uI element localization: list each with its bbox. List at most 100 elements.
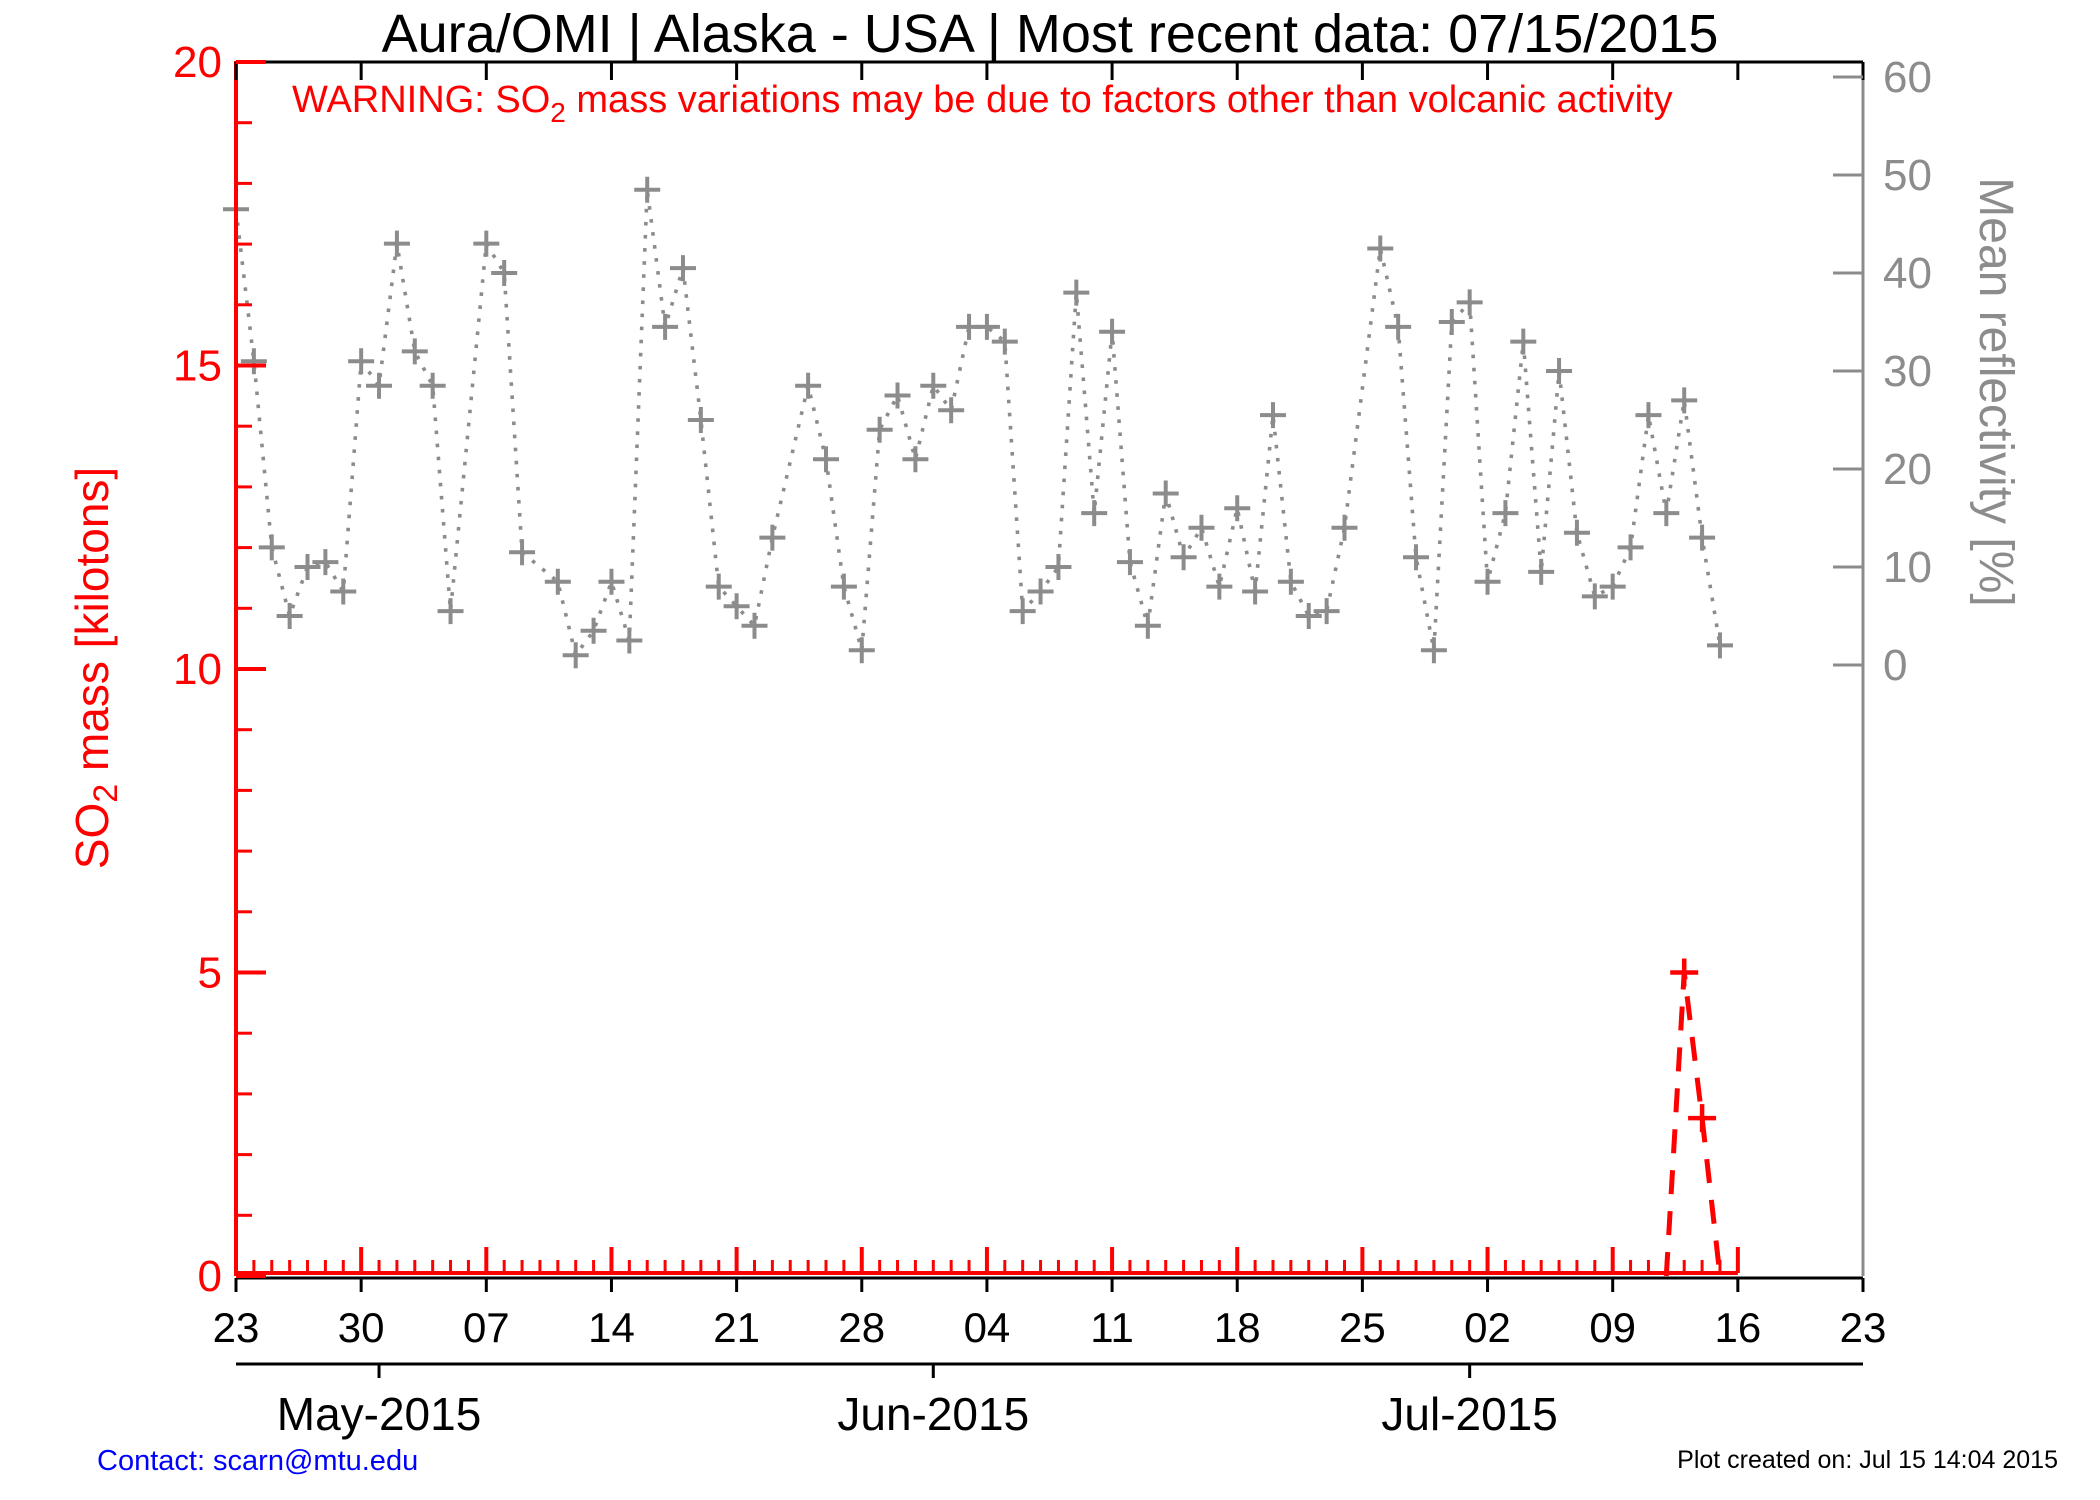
mean-reflectivity-marker: [920, 372, 947, 399]
mean-reflectivity-marker: [1134, 612, 1161, 639]
mean-reflectivity-marker: [1385, 313, 1412, 340]
y-left-title-suffix: mass [kilotons]: [66, 467, 118, 784]
mean-reflectivity-marker: [1438, 309, 1465, 335]
x-tick-label: 16: [1714, 1304, 1761, 1351]
mean-reflectivity-marker: [973, 313, 1000, 340]
mean-reflectivity-marker: [1403, 544, 1430, 571]
x-tick-label: 30: [338, 1304, 385, 1351]
mean-reflectivity-marker: [1671, 387, 1698, 414]
y-left-title-prefix: SO: [66, 803, 118, 869]
mean-reflectivity-marker: [294, 554, 321, 580]
warning-text: WARNING: SO2 mass variations may be due …: [292, 79, 1673, 128]
mean-reflectivity-marker: [902, 446, 929, 473]
mean-reflectivity-marker: [366, 372, 393, 399]
x-tick-label: 25: [1339, 1304, 1386, 1351]
x-tick-label: 04: [964, 1304, 1011, 1351]
month-label: Jun-2015: [837, 1388, 1029, 1440]
mean-reflectivity-marker: [580, 617, 607, 644]
mean-reflectivity-marker: [598, 568, 625, 595]
mean-reflectivity-marker: [1581, 583, 1608, 610]
y-right-tick-label: 60: [1883, 53, 1932, 102]
mean-reflectivity-marker: [276, 603, 303, 629]
y-right-tick-label: 40: [1883, 249, 1932, 298]
warning-prefix: WARNING: SO: [292, 79, 550, 121]
mean-reflectivity-marker: [1027, 578, 1054, 605]
mean-reflectivity-marker: [312, 549, 339, 576]
mean-reflectivity-marker: [562, 642, 589, 669]
warning-subscript: 2: [550, 97, 566, 128]
x-tick-label: 07: [463, 1304, 510, 1351]
mean-reflectivity-marker: [1295, 603, 1322, 629]
mean-reflectivity-marker: [1313, 598, 1340, 625]
so2-mass-marker: [1688, 1104, 1717, 1133]
mean-reflectivity-marker: [1420, 637, 1447, 664]
series-layer: [223, 176, 1733, 1277]
mean-reflectivity-marker: [795, 372, 822, 399]
contact-text: Contact: scarn@mtu.edu: [97, 1445, 418, 1477]
chart-title: Aura/OMI | Alaska - USA | Most recent da…: [382, 4, 1719, 64]
mean-reflectivity-marker: [687, 407, 714, 433]
mean-reflectivity-marker: [1510, 328, 1537, 355]
mean-reflectivity-marker: [1009, 598, 1036, 625]
mean-reflectivity-marker: [1277, 568, 1304, 595]
mean-reflectivity-marker: [938, 397, 965, 424]
x-tick-label: 02: [1464, 1304, 1511, 1351]
mean-reflectivity-marker: [491, 260, 518, 286]
mean-reflectivity-marker: [330, 578, 357, 605]
mean-reflectivity-marker: [419, 372, 446, 399]
mean-reflectivity-marker: [240, 348, 267, 375]
mean-reflectivity-marker: [669, 255, 696, 282]
mean-reflectivity-marker: [1152, 480, 1179, 507]
mean-reflectivity-marker: [1599, 573, 1626, 600]
mean-reflectivity-marker: [884, 382, 911, 409]
x-tick-label: 23: [1840, 1304, 1887, 1351]
mean-reflectivity-marker: [723, 593, 750, 620]
mean-reflectivity-marker: [1474, 568, 1501, 595]
mean-reflectivity-marker: [1492, 500, 1519, 527]
mean-reflectivity-marker: [1206, 573, 1233, 600]
mean-reflectivity-marker: [258, 534, 285, 561]
y-left-tick-label: 5: [198, 949, 222, 998]
mean-reflectivity-marker: [473, 230, 500, 257]
so2-mass-marker: [1670, 958, 1699, 987]
y-right-tick-label: 50: [1883, 151, 1932, 200]
x-tick-label: 28: [838, 1304, 885, 1351]
mean-reflectivity-marker: [544, 568, 571, 595]
mean-reflectivity-marker: [1045, 554, 1072, 580]
mean-reflectivity-marker: [1546, 358, 1573, 384]
mean-reflectivity-marker: [1259, 402, 1286, 429]
mean-reflectivity-marker: [383, 230, 410, 257]
mean-reflectivity-line: [234, 189, 1722, 660]
x-tick-label: 11: [1090, 1304, 1134, 1351]
mean-reflectivity-marker: [1331, 514, 1358, 541]
y-right-tick-label: 0: [1883, 641, 1907, 690]
y-right-tick-label: 10: [1883, 543, 1932, 592]
mean-reflectivity-marker: [1081, 500, 1108, 527]
mean-reflectivity-marker: [759, 524, 786, 551]
y-left-tick-label: 15: [173, 342, 222, 391]
mean-reflectivity-marker: [634, 176, 661, 203]
so2-mass-line: [1663, 972, 1723, 1277]
mean-reflectivity-marker: [1170, 544, 1197, 571]
mean-reflectivity-marker: [991, 328, 1018, 355]
y-right-tick-label: 20: [1883, 445, 1932, 494]
mean-reflectivity-marker: [1456, 289, 1483, 316]
mean-reflectivity-marker: [1689, 524, 1716, 551]
mean-reflectivity-marker: [1617, 534, 1644, 561]
mean-reflectivity-marker: [1367, 235, 1394, 262]
y-left-tick-label: 20: [173, 38, 222, 87]
mean-reflectivity-marker: [1563, 519, 1590, 546]
y-right-tick-label: 30: [1883, 347, 1932, 396]
mean-reflectivity-marker: [1653, 500, 1680, 527]
y-left-tick-label: 10: [173, 645, 222, 694]
mean-reflectivity-marker: [866, 416, 893, 443]
mean-reflectivity-marker: [1188, 514, 1215, 541]
x-tick-label: 14: [588, 1304, 635, 1351]
mean-reflectivity-marker: [1063, 279, 1090, 306]
mean-reflectivity-marker: [1099, 318, 1126, 345]
mean-reflectivity-marker: [1242, 578, 1269, 605]
mean-reflectivity-marker: [705, 573, 732, 600]
mean-reflectivity-marker: [741, 612, 768, 639]
mean-reflectivity-marker: [848, 637, 875, 664]
